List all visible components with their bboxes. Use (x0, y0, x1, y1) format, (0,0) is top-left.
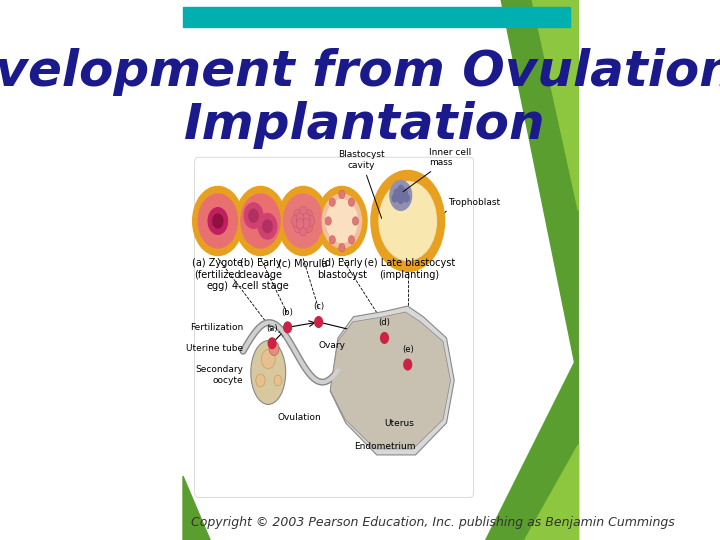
Circle shape (261, 350, 275, 369)
Text: (c) Morula: (c) Morula (279, 258, 328, 268)
Circle shape (274, 375, 282, 386)
Circle shape (402, 189, 408, 197)
Circle shape (398, 196, 403, 204)
Polygon shape (330, 312, 451, 449)
Circle shape (294, 210, 302, 220)
Circle shape (296, 213, 304, 224)
Circle shape (305, 222, 312, 233)
Circle shape (284, 194, 323, 248)
Polygon shape (493, 0, 578, 211)
Polygon shape (524, 444, 578, 540)
Circle shape (395, 193, 401, 200)
Circle shape (198, 194, 238, 248)
Text: Trophoblast: Trophoblast (449, 198, 500, 207)
Text: Inner cell
mass: Inner cell mass (403, 148, 472, 192)
Circle shape (241, 194, 280, 248)
Text: Uterus: Uterus (384, 418, 415, 428)
Circle shape (379, 181, 436, 260)
Text: Development from Ovulation to: Development from Ovulation to (0, 48, 720, 96)
Circle shape (390, 180, 412, 211)
Circle shape (300, 225, 307, 236)
Circle shape (375, 176, 441, 266)
Circle shape (208, 208, 228, 234)
Circle shape (392, 194, 397, 202)
Text: Ovulation: Ovulation (277, 413, 321, 422)
Text: Copyright © 2003 Pearson Education, Inc. publishing as Benjamin Cummings: Copyright © 2003 Pearson Education, Inc.… (191, 516, 675, 530)
Circle shape (348, 198, 354, 206)
Circle shape (263, 220, 272, 233)
Circle shape (244, 203, 263, 228)
Circle shape (325, 217, 331, 225)
Circle shape (305, 210, 312, 220)
Circle shape (307, 215, 315, 226)
Text: (b) Early
cleavage
4-cell stage: (b) Early cleavage 4-cell stage (232, 258, 289, 292)
Polygon shape (330, 306, 454, 455)
Circle shape (300, 206, 307, 217)
Text: (b): (b) (282, 308, 294, 316)
Circle shape (315, 316, 323, 327)
Circle shape (394, 189, 400, 197)
Circle shape (352, 217, 359, 225)
Circle shape (296, 218, 304, 229)
Text: Ovary: Ovary (319, 341, 346, 350)
Circle shape (278, 186, 328, 255)
Bar (183, 6, 570, 27)
Circle shape (300, 215, 307, 226)
Circle shape (256, 374, 265, 387)
Text: Blastocyst
cavity: Blastocyst cavity (338, 151, 384, 218)
Circle shape (326, 200, 357, 242)
Text: (d) Early
blastocyst: (d) Early blastocyst (317, 258, 367, 280)
Circle shape (235, 186, 286, 255)
Circle shape (401, 193, 406, 200)
Circle shape (323, 194, 361, 248)
Circle shape (404, 194, 409, 202)
Text: Secondary
oocyte: Secondary oocyte (195, 366, 243, 385)
Polygon shape (183, 476, 210, 540)
Text: (e) Late blastocyst
(implanting): (e) Late blastocyst (implanting) (364, 258, 455, 280)
Circle shape (380, 183, 436, 259)
Polygon shape (462, 0, 578, 381)
Circle shape (213, 214, 223, 228)
Text: (c): (c) (313, 302, 324, 311)
Text: (a): (a) (266, 323, 278, 333)
Text: Fertilization: Fertilization (190, 323, 243, 332)
Circle shape (404, 359, 412, 370)
Circle shape (292, 215, 300, 226)
Circle shape (284, 322, 292, 333)
Text: Uterine tube: Uterine tube (186, 344, 243, 353)
Circle shape (193, 186, 243, 255)
Text: (a) Zygote
(fertilized
egg): (a) Zygote (fertilized egg) (192, 258, 243, 292)
Circle shape (302, 213, 310, 224)
Circle shape (302, 218, 310, 229)
Circle shape (317, 186, 367, 255)
Circle shape (269, 338, 276, 349)
Circle shape (294, 222, 302, 233)
Ellipse shape (251, 341, 286, 404)
Circle shape (398, 185, 403, 193)
Circle shape (348, 235, 354, 244)
Circle shape (269, 342, 279, 355)
Circle shape (329, 198, 336, 206)
Circle shape (339, 190, 345, 199)
Circle shape (329, 235, 336, 244)
FancyBboxPatch shape (194, 157, 474, 497)
Circle shape (249, 210, 258, 222)
Text: Implantation: Implantation (184, 102, 546, 149)
Circle shape (258, 213, 276, 239)
Text: (e): (e) (402, 345, 413, 354)
Circle shape (371, 171, 444, 272)
Text: Endometrium: Endometrium (354, 442, 415, 451)
Circle shape (381, 333, 388, 343)
Polygon shape (485, 354, 578, 540)
Circle shape (339, 244, 345, 252)
Text: (d): (d) (379, 318, 390, 327)
